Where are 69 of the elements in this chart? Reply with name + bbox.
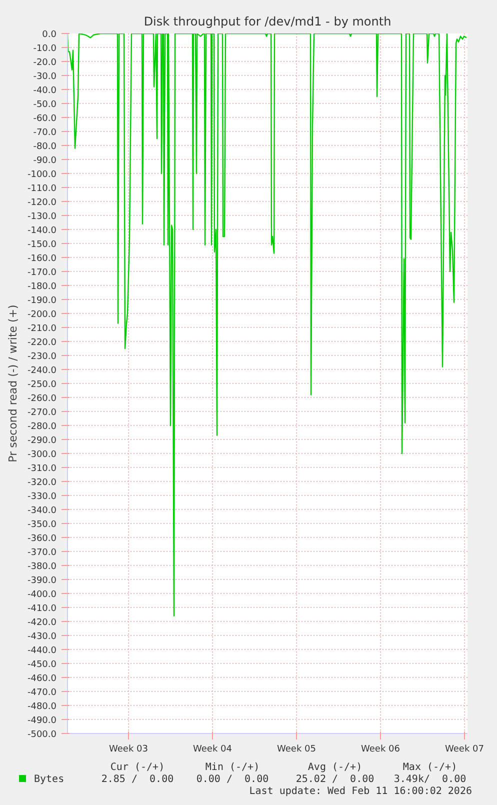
y-tick-label: -410.0: [27, 604, 57, 614]
y-tick-label: -140.0: [27, 226, 57, 236]
y-tick-label: -370.0: [27, 548, 57, 558]
y-tick-label: -340.0: [27, 506, 57, 516]
x-tick-label: Week 07: [445, 744, 484, 754]
y-tick-label: -320.0: [27, 478, 57, 488]
y-tick-label: -360.0: [27, 534, 57, 544]
y-tick-label: -430.0: [27, 632, 57, 642]
y-tick-label: -260.0: [27, 394, 57, 404]
y-tick-label: -280.0: [27, 422, 57, 432]
text: 25.02 / 0.00: [294, 774, 376, 786]
text: Min (-/+): [204, 762, 261, 774]
y-tick-label: -50.0: [33, 100, 57, 110]
y-tick-label: -230.0: [27, 352, 57, 362]
y-tick-label: -380.0: [27, 562, 57, 572]
y-tick-label: -70.0: [33, 128, 57, 138]
y-tick-label: -460.0: [27, 674, 57, 684]
legend-label: Bytes: [33, 774, 66, 786]
text: 0.00 / 0.00: [195, 774, 270, 786]
x-tick-label: Week 06: [361, 744, 400, 754]
y-tick-label: -80.0: [33, 142, 57, 152]
y-tick-label: -470.0: [27, 688, 57, 698]
y-tick-label: -150.0: [27, 240, 57, 250]
y-tick-label: -170.0: [27, 268, 57, 278]
y-tick-label: -350.0: [27, 520, 57, 530]
y-tick-label: -10.0: [33, 44, 57, 54]
text: Cur (-/+): [109, 762, 166, 774]
text: Avg (-/+): [306, 762, 364, 774]
y-tick-label: -490.0: [27, 716, 57, 726]
chart-title: Disk throughput for /dev/md1 - by month: [144, 14, 392, 28]
y-tick-label: -500.0: [27, 730, 57, 740]
y-tick-label: -400.0: [27, 590, 57, 600]
y-tick-label: -120.0: [27, 198, 57, 208]
x-tick-label: Week 03: [109, 744, 148, 754]
text: 2.85 / 0.00: [100, 774, 175, 786]
y-tick-label: -220.0: [27, 338, 57, 348]
y-tick-label: -330.0: [27, 492, 57, 502]
y-tick-label: -240.0: [27, 366, 57, 376]
y-tick-label: -210.0: [27, 324, 57, 334]
text: Last update: Wed Feb 11 16:00:02 2026: [248, 786, 473, 798]
y-tick-label: -480.0: [27, 702, 57, 712]
text: Max (-/+): [402, 762, 458, 774]
y-tick-label: -100.0: [27, 170, 57, 180]
y-tick-label: -160.0: [27, 254, 57, 264]
y-tick-label: -200.0: [27, 310, 57, 320]
y-tick-label: -450.0: [27, 660, 57, 670]
y-tick-label: -390.0: [27, 576, 57, 586]
y-tick-label: -300.0: [27, 450, 57, 460]
y-tick-label: -420.0: [27, 618, 57, 628]
y-tick-label: -270.0: [27, 408, 57, 418]
y-tick-label: -110.0: [27, 184, 57, 194]
y-tick-label: -20.0: [33, 58, 57, 68]
line-series: [68, 34, 468, 616]
y-tick-label: -310.0: [27, 464, 57, 474]
y-tick-label: -250.0: [27, 380, 57, 390]
y-tick-label: -130.0: [27, 212, 57, 222]
x-tick-label: Week 05: [277, 744, 316, 754]
y-tick-label: 0.0: [42, 30, 57, 40]
x-tick-label: Week 04: [193, 744, 232, 754]
y-axis-title: Pr second read (-) / write (+): [6, 304, 20, 462]
y-tick-label: -40.0: [33, 86, 57, 96]
text: 3.49k/ 0.00: [392, 774, 468, 786]
y-tick-label: -60.0: [33, 114, 57, 124]
y-tick-label: -290.0: [27, 436, 57, 446]
y-tick-label: -440.0: [27, 646, 57, 656]
y-tick-label: -30.0: [33, 72, 57, 82]
y-tick-label: -190.0: [27, 296, 57, 306]
y-tick-label: -90.0: [33, 156, 57, 166]
y-tick-label: -180.0: [27, 282, 57, 292]
